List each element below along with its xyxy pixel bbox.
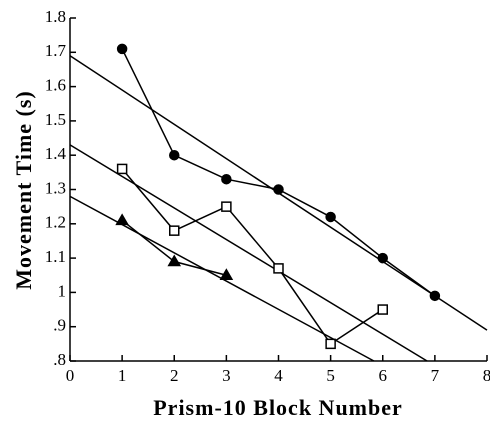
y-tick-label: .9: [53, 316, 66, 335]
marker: [273, 184, 284, 195]
y-tick-label: 1.7: [45, 41, 67, 60]
x-tick-label: 2: [170, 366, 179, 385]
y-tick-label: 1.6: [45, 76, 66, 95]
marker: [429, 290, 441, 302]
x-tick-label: 8: [483, 366, 490, 385]
marker: [169, 149, 180, 161]
x-tick-label: 1: [118, 366, 127, 385]
y-axis-label: Movement Time (s): [11, 90, 36, 289]
x-tick-label: 7: [431, 366, 440, 385]
x-axis-label: Prism-10 Block Number: [153, 395, 403, 420]
series-line: [121, 168, 384, 345]
y-tick-label: 1.2: [45, 213, 66, 232]
marker: [377, 252, 388, 264]
y-tick-label: 1.3: [45, 178, 66, 197]
marker: [221, 173, 232, 185]
marker: [221, 201, 232, 212]
y-tick-label: 1.4: [45, 144, 67, 163]
y-tick-label: 1: [58, 281, 67, 300]
marker: [325, 211, 336, 223]
fit-line: [69, 144, 428, 362]
x-tick-label: 4: [274, 366, 283, 385]
marker: [219, 268, 234, 280]
marker: [325, 338, 336, 350]
y-tick-label: 1.5: [45, 110, 66, 129]
x-tick-label: 3: [222, 366, 231, 385]
marker: [115, 213, 129, 226]
marker: [169, 225, 180, 236]
y-tick-label: 1.1: [45, 247, 66, 266]
y-tick-label: 1.8: [45, 7, 66, 26]
x-tick-label: 5: [326, 366, 335, 385]
series-line: [121, 48, 436, 297]
marker: [116, 43, 128, 55]
marker: [116, 163, 128, 175]
marker: [273, 263, 284, 274]
x-tick-label: 0: [66, 366, 75, 385]
marker: [377, 304, 388, 315]
y-tick-label: .8: [53, 350, 66, 369]
x-tick-label: 6: [379, 366, 388, 385]
marker: [167, 254, 182, 267]
